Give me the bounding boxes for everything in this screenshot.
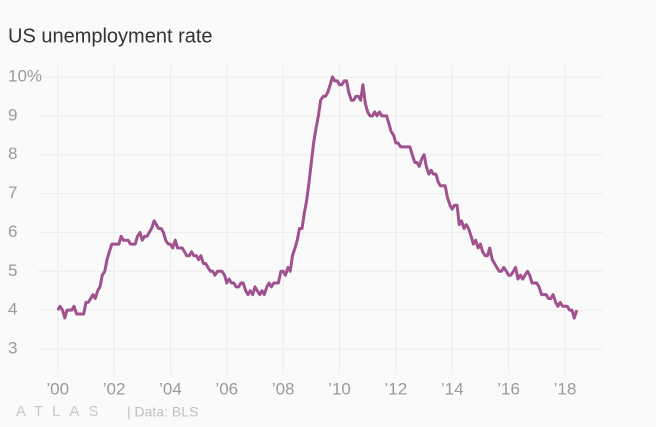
y-tick-label: 4: [8, 300, 17, 319]
x-tick-label: ’06: [215, 379, 238, 398]
x-tick-label: ’02: [103, 379, 126, 398]
x-tick-label: ’14: [441, 379, 464, 398]
x-tick-label: ’16: [497, 379, 520, 398]
y-tick-label: 7: [8, 183, 17, 202]
y-tick-label: 3: [8, 339, 17, 358]
y-tick-label: 9: [8, 105, 17, 124]
source: | Data: BLS: [127, 404, 198, 420]
brand: ATLAS: [16, 403, 107, 420]
y-tick-label: 5: [8, 261, 17, 280]
x-tick-label: ’18: [554, 379, 577, 398]
chart-title: US unemployment rate: [8, 25, 213, 47]
y-tick-label: 10%: [8, 66, 42, 85]
x-tick-label: ’08: [272, 379, 295, 398]
x-tick-label: ’04: [159, 379, 182, 398]
line: [56, 75, 579, 320]
y-tick-label: 6: [8, 222, 17, 241]
x-tick-label: ’00: [46, 379, 69, 398]
x-tick-label: ’12: [385, 379, 408, 398]
y-tick-label: 8: [8, 144, 17, 163]
x-tick-label: ’10: [328, 379, 351, 398]
